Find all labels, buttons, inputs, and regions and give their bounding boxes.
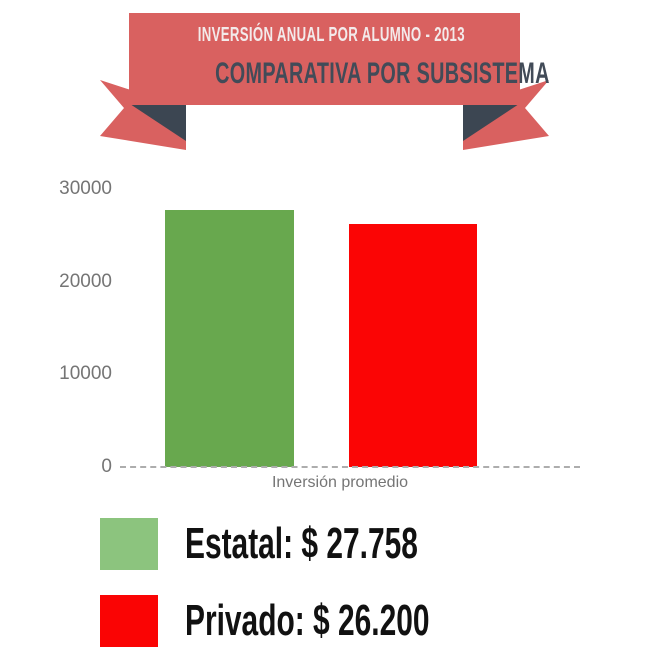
bar-chart: 0 10000 20000 30000 Inversión promedio: [59, 177, 580, 491]
legend-swatch-privado-icon: [100, 595, 158, 647]
chart-subtitle: COMPARATIVA POR SUBSISTEMA: [215, 57, 550, 90]
ribbon-right-tail: [463, 80, 549, 150]
x-axis-label: Inversión promedio: [271, 474, 409, 491]
legend-item-privado: Privado: $ 26.200: [100, 595, 545, 647]
y-axis-tick-label: 30000: [59, 177, 112, 199]
bar-estatal: [165, 210, 294, 467]
ribbon-band: [129, 13, 520, 105]
legend-item-estatal: Estatal: $ 27.758: [100, 518, 527, 570]
chart-title: INVERSIÓN ANUAL POR ALUMNO - 2013: [197, 24, 465, 46]
y-axis-tick-label: 10000: [59, 363, 112, 385]
ribbon-right-fold-icon: [463, 104, 519, 141]
bar-privado: [349, 224, 477, 467]
ribbon-graphic: [100, 13, 549, 150]
legend-label-estatal: Estatal: $ 27.758: [185, 519, 418, 568]
legend-swatch-estatal-icon: [100, 518, 158, 570]
ribbon-left-fold-icon: [130, 104, 186, 141]
legend-label-privado: Privado: $ 26.200: [185, 596, 430, 645]
banner: INVERSIÓN ANUAL POR ALUMNO - 2013 COMPAR…: [0, 0, 646, 160]
x-axis-baseline: [120, 466, 580, 468]
ribbon-left-tail: [100, 80, 186, 150]
y-axis-tick-label: 20000: [59, 270, 112, 292]
y-axis-tick-label: 0: [101, 456, 112, 477]
